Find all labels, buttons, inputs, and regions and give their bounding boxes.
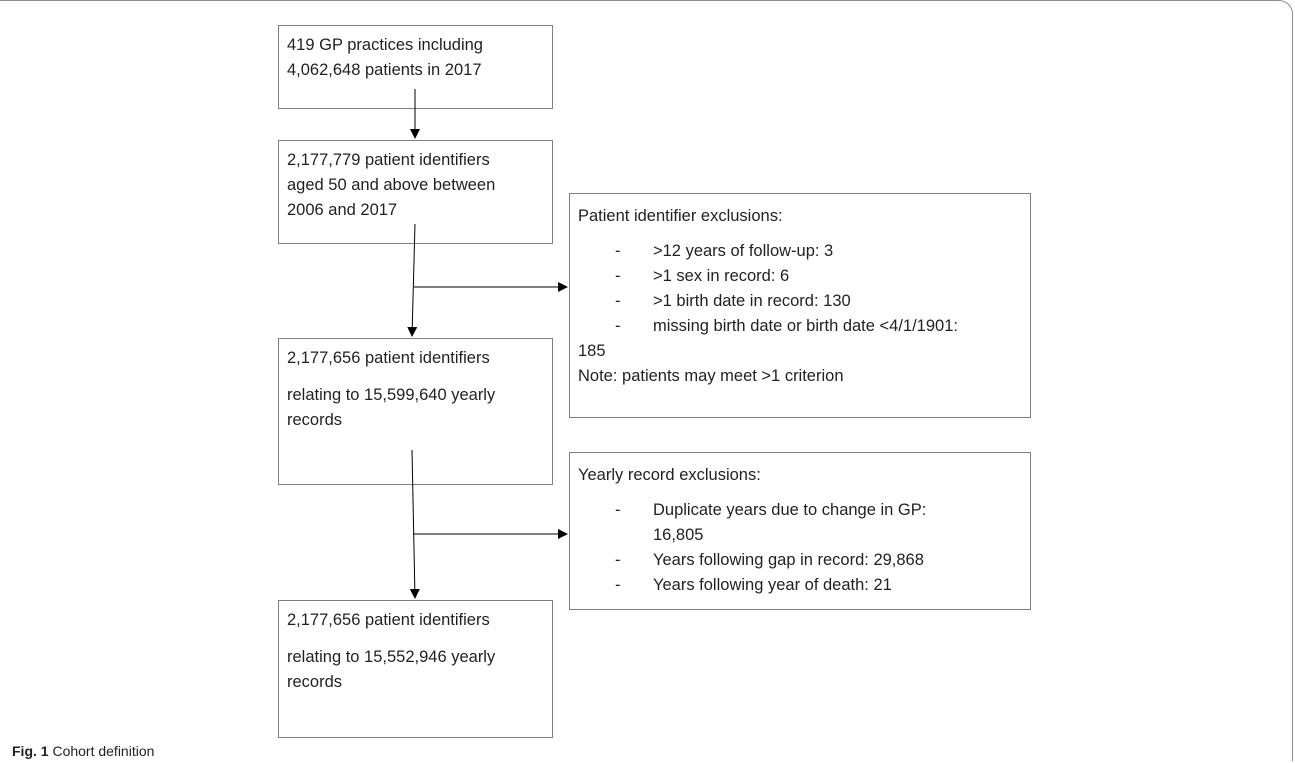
exclusion-title: Patient identifier exclusions: [578,207,783,225]
bullet-dash: - [615,267,621,285]
exclusion-text: >1 sex in record: 6 [653,267,790,285]
box-line: 419 GP practices including [287,36,483,54]
bullet-dash: - [615,576,621,594]
bullet-dash: - [615,292,621,310]
exclusion-item: - >12 years of follow-up: 3 [578,239,1022,264]
exclusion-item: - missing birth date or birth date <4/1/1… [578,314,1022,339]
box-line: records [287,411,343,429]
exclusion-title: Yearly record exclusions: [578,466,761,484]
exclusion-text: missing birth date or birth date <4/1/19… [653,317,958,335]
exclusion-continuation: 185 [578,342,606,360]
box-line: 2006 and 2017 [287,201,398,219]
exclusion-note: Note: patients may meet >1 criterion [578,367,844,385]
exclusion-text: >12 years of follow-up: 3 [653,242,834,260]
exclusion-text: Years following year of death: 21 [653,576,892,594]
box-line: 2,177,656 patient identifiers [287,349,490,367]
box-patient-exclusions: Patient identifier exclusions: - >12 year… [569,193,1031,418]
box-line: 4,062,648 patients in 2017 [287,61,482,79]
box-line: 2,177,779 patient identifiers [287,151,490,169]
figure-caption: Fig. 1 Cohort definition [12,742,154,760]
exclusion-item: - Years following year of death: 21 [578,573,1022,598]
exclusion-item: - Years following gap in record: 29,868 [578,548,1022,573]
bullet-dash: - [615,501,621,519]
exclusion-item: - >1 birth date in record: 130 [578,289,1022,314]
box-line: records [287,673,343,691]
box-final-cohort: 2,177,656 patient identifiers relating t… [278,600,553,738]
exclusion-text: Duplicate years due to change in GP: [653,501,927,519]
box-line: relating to 15,552,946 yearly [287,648,496,666]
box-line: aged 50 and above between [287,176,496,194]
bullet-dash: - [615,551,621,569]
exclusion-item-continuation: 16,805 [578,523,1022,548]
box-patients-aged-50: 2,177,779 patient identifiers aged 50 an… [278,140,553,244]
exclusion-text: Years following gap in record: 29,868 [653,551,924,569]
exclusion-text: >1 birth date in record: 130 [653,292,851,310]
exclusion-item: - Duplicate years due to change in GP: [578,498,1022,523]
box-line: 2,177,656 patient identifiers [287,611,490,629]
bullet-dash: - [615,242,621,260]
exclusion-item: - >1 sex in record: 6 [578,264,1022,289]
box-gp-practices: 419 GP practices including 4,062,648 pat… [278,25,553,109]
exclusion-list: - Duplicate years due to change in GP: 16… [578,498,1022,598]
box-line: relating to 15,599,640 yearly [287,386,496,404]
bullet-dash: - [615,317,621,335]
figure-caption-text: Cohort definition [52,743,155,759]
exclusion-list: - >12 years of follow-up: 3 - >1 sex in re… [578,239,1022,339]
box-after-patient-exclusions: 2,177,656 patient identifiers relating t… [278,338,553,485]
figure-label: Fig. 1 [12,743,49,759]
box-record-exclusions: Yearly record exclusions: - Duplicate yea… [569,452,1031,610]
exclusion-text: 16,805 [653,526,704,544]
